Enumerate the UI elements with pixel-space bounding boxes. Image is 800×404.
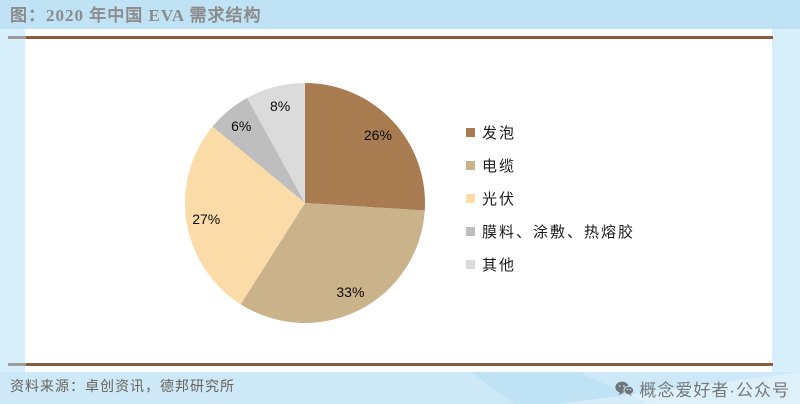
pie-slice-4 — [212, 97, 305, 203]
legend-item: 发泡 — [466, 116, 635, 149]
source-text: 资料来源：卓创资讯，德邦研究所 — [10, 380, 235, 395]
pie-slice-2 — [240, 203, 425, 323]
chart-title: 图：2020 年中国 EVA 需求结构 — [10, 6, 262, 25]
top-divider — [8, 36, 773, 39]
legend-swatch — [466, 260, 475, 269]
pie-chart — [185, 83, 425, 323]
legend-label: 膜料、涂敷、热熔胶 — [482, 225, 636, 241]
legend-item: 膜料、涂敷、热熔胶 — [466, 215, 635, 248]
legend-label: 发泡 — [482, 126, 517, 142]
legend-item: 电缆 — [466, 149, 635, 182]
legend-label: 光伏 — [482, 192, 517, 208]
legend: 发泡电缆光伏膜料、涂敷、热熔胶 其他 — [466, 116, 635, 281]
legend-swatch — [466, 194, 475, 203]
legend-swatch — [466, 227, 475, 236]
footer-band — [0, 372, 800, 404]
pie-slice-5 — [247, 83, 305, 203]
branding: 概念爱好者·公众号 — [615, 372, 790, 404]
legend-swatch — [466, 161, 475, 170]
header-band — [0, 0, 800, 29]
legend-label: 其他 — [482, 258, 517, 274]
bottom-divider — [8, 363, 773, 366]
pie-slice-1 — [305, 83, 425, 211]
legend-swatch — [466, 128, 475, 137]
legend-item: 光伏 — [466, 182, 635, 215]
legend-item: 其他 — [466, 248, 635, 281]
wechat-icon — [615, 381, 635, 396]
branding-text: 概念爱好者·公众号 — [639, 380, 790, 400]
pie-slice-3 — [185, 126, 305, 305]
legend-label: 电缆 — [482, 159, 517, 175]
